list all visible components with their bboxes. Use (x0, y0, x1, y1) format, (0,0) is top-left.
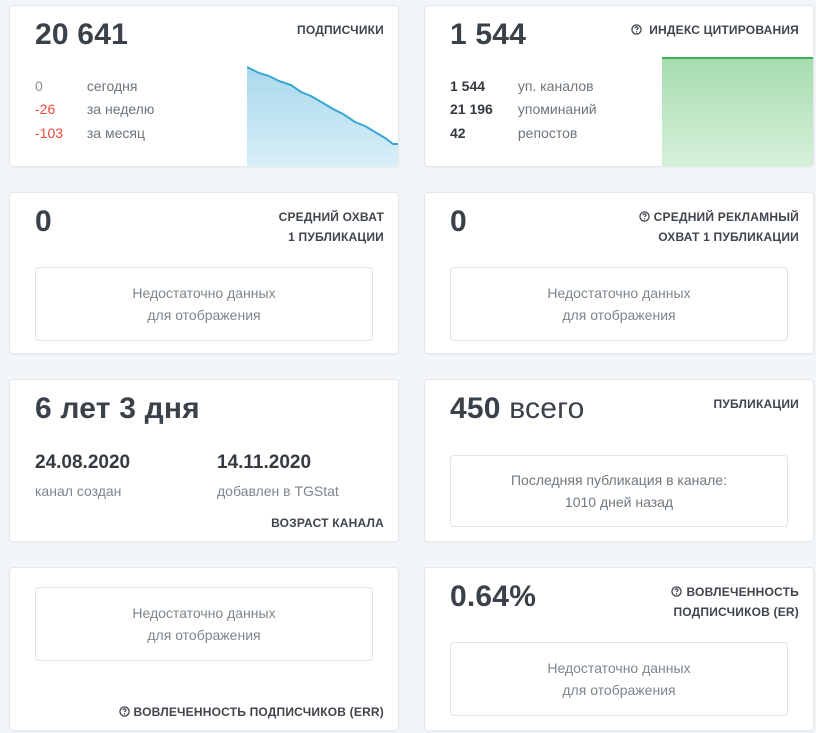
publications-label[interactable]: ПУБЛИКАЦИИ (713, 397, 799, 411)
citation-label[interactable]: ИНДЕКС ЦИТИРОВАНИЯ (630, 20, 799, 40)
publications-value: 450 (450, 392, 501, 425)
avg-reach-nodata-line2: для отображения (147, 307, 261, 323)
avg-ad-reach-label[interactable]: СРЕДНИЙ РЕКЛАМНЫЙ ОХВАТ 1 ПУБЛИКАЦИИ (638, 207, 799, 247)
err-label-text: ВОВЛЕЧЕННОСТЬ ПОДПИСЧИКОВ (ERR) (133, 705, 384, 719)
err-nodata-line2: для отображения (147, 627, 261, 643)
question-circle-icon[interactable] (671, 585, 683, 599)
subscribers-today-label: сегодня (86, 78, 138, 94)
err-nodata-line1: Недостаточно данных (132, 605, 276, 621)
citation-channels-row: 1 544 уп. каналов (450, 76, 594, 96)
subscribers-week-label: за неделю (86, 101, 155, 117)
question-circle-icon[interactable] (630, 23, 646, 37)
citation-reposts-value: 42 (450, 125, 466, 141)
avg-ad-reach-value: 0 (450, 205, 467, 238)
channel-added-date: 14.11.2020 (217, 452, 312, 473)
publications-unit: всего (509, 392, 585, 425)
citation-reposts-label: репостов (517, 125, 578, 141)
citation-reposts-row: 42 репостов (450, 123, 577, 143)
last-publication-line2: 1010 дней назад (564, 494, 674, 510)
er-nodata-line2: для отображения (562, 682, 676, 698)
citation-label-text: ИНДЕКС ЦИТИРОВАНИЯ (649, 23, 799, 37)
question-circle-icon[interactable] (118, 705, 130, 719)
avg-ad-reach-card: 0 СРЕДНИЙ РЕКЛАМНЫЙ ОХВАТ 1 ПУБЛИКАЦИИ Н… (424, 192, 814, 354)
avg-ad-reach-nodata-line2: для отображения (562, 307, 676, 323)
citation-sparkline-area (662, 58, 813, 166)
er-label[interactable]: ВОВЛЕЧЕННОСТЬ ПОДПИСЧИКОВ (ER) (671, 582, 799, 622)
avg-reach-card: 0 СРЕДНИЙ ОХВАТ 1 ПУБЛИКАЦИИ Недостаточн… (9, 192, 399, 354)
channel-created-date: 24.08.2020 (35, 452, 131, 473)
citation-mentions-label: упоминаний (517, 101, 597, 117)
avg-ad-reach-nodata-line1: Недостаточно данных (547, 285, 691, 301)
publications-count: 450 всего (450, 392, 584, 426)
subscribers-sparkline-area (247, 67, 398, 166)
citation-channels-label: уп. каналов (517, 78, 594, 94)
er-card: 0.64% ВОВЛЕЧЕННОСТЬ ПОДПИСЧИКОВ (ER) Нед… (424, 567, 814, 731)
avg-reach-label-line1: СРЕДНИЙ ОХВАТ (278, 210, 384, 224)
subscribers-sparkline-line (247, 66, 398, 145)
err-card: Недостаточно данных для отображения ВОВЛ… (9, 567, 399, 731)
citation-mentions-value: 21 196 (450, 101, 493, 117)
citation-card: 1 544 ИНДЕКС ЦИТИРОВАНИЯ 1 544 уп. канал… (424, 5, 814, 167)
err-nodata: Недостаточно данных для отображения (35, 587, 373, 661)
subscribers-label[interactable]: ПОДПИСЧИКИ (297, 23, 384, 37)
citation-channels-value: 1 544 (450, 78, 486, 94)
avg-reach-label[interactable]: СРЕДНИЙ ОХВАТ 1 ПУБЛИКАЦИИ (279, 207, 384, 247)
channel-age-value: 6 лет 3 дня (35, 392, 200, 425)
er-nodata-line1: Недостаточно данных (547, 660, 691, 676)
subscribers-month-value: -103 (35, 125, 64, 141)
channel-age-label[interactable]: ВОЗРАСТ КАНАЛА (271, 516, 384, 530)
question-circle-icon[interactable] (638, 210, 650, 224)
er-value: 0.64% (450, 580, 537, 613)
avg-ad-reach-nodata: Недостаточно данных для отображения (450, 267, 788, 341)
avg-ad-reach-label-line2: ОХВАТ 1 ПУБЛИКАЦИИ (658, 230, 799, 244)
avg-reach-value: 0 (35, 205, 52, 238)
er-label-line2: ПОДПИСЧИКОВ (ER) (673, 605, 799, 619)
subscribers-sparkline[interactable] (247, 64, 398, 166)
citation-count: 1 544 (450, 18, 527, 51)
last-publication-line1: Последняя публикация в канале: (510, 472, 727, 488)
subscribers-count: 20 641 (35, 18, 128, 51)
avg-reach-nodata: Недостаточно данных для отображения (35, 267, 373, 341)
subscribers-today-row: 0 сегодня (35, 76, 137, 96)
err-label[interactable]: ВОВЛЕЧЕННОСТЬ ПОДПИСЧИКОВ (ERR) (118, 702, 384, 722)
subscribers-month-label: за месяц (86, 125, 145, 141)
subscribers-month-row: -103 за месяц (35, 123, 145, 143)
citation-sparkline[interactable] (662, 57, 813, 166)
last-publication-box: Последняя публикация в канале: 1010 дней… (450, 455, 788, 527)
subscribers-card: 20 641 ПОДПИСЧИКИ 0 сегодня -26 за недел… (9, 5, 399, 167)
avg-reach-nodata-line1: Недостаточно данных (132, 285, 276, 301)
citation-mentions-row: 21 196 упоминаний (450, 99, 597, 119)
subscribers-week-value: -26 (35, 101, 56, 117)
channel-created-label: канал создан (35, 483, 122, 499)
publications-card: 450 всего ПУБЛИКАЦИИ Последняя публикаци… (424, 379, 814, 542)
er-nodata: Недостаточно данных для отображения (450, 642, 788, 716)
channel-added-label: добавлен в TGStat (217, 483, 339, 499)
subscribers-week-row: -26 за неделю (35, 99, 154, 119)
er-label-line1: ВОВЛЕЧЕННОСТЬ (686, 585, 799, 599)
avg-reach-label-line2: 1 ПУБЛИКАЦИИ (288, 230, 384, 244)
avg-ad-reach-label-line1: СРЕДНИЙ РЕКЛАМНЫЙ (653, 210, 799, 224)
subscribers-today-value: 0 (35, 78, 43, 94)
channel-age-card: 6 лет 3 дня 24.08.2020 канал создан 14.1… (9, 379, 399, 542)
